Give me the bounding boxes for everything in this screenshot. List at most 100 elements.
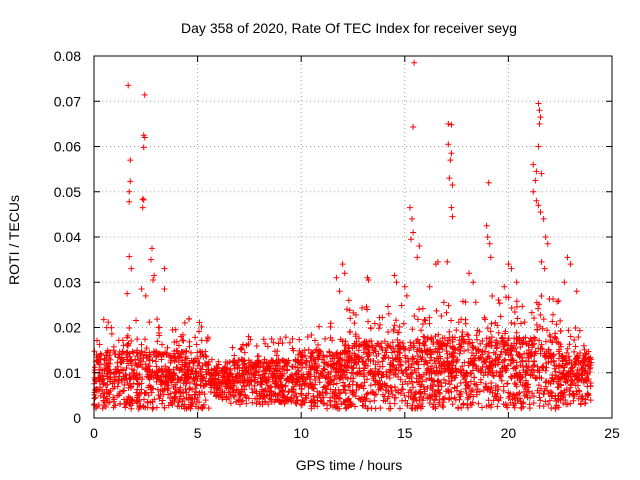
data-point [177, 393, 184, 400]
data-point [524, 389, 531, 396]
data-point [126, 375, 133, 382]
data-point [330, 389, 337, 396]
data-point [414, 352, 421, 359]
data-point [208, 384, 215, 391]
data-point [345, 353, 352, 360]
data-point [255, 368, 262, 375]
data-point [402, 359, 409, 366]
data-point [298, 359, 305, 366]
data-point [121, 387, 128, 394]
data-point [268, 393, 275, 400]
data-point [505, 389, 512, 396]
data-point-outlier [483, 222, 490, 229]
data-point [173, 338, 180, 345]
data-point [465, 346, 472, 353]
data-point [238, 346, 245, 353]
data-point [223, 369, 230, 376]
data-point-outlier [536, 120, 543, 127]
data-point [262, 340, 269, 347]
data-point [237, 401, 244, 408]
data-point [340, 399, 347, 406]
data-point-outlier [535, 100, 542, 107]
data-point [441, 362, 448, 369]
data-point [563, 349, 570, 356]
data-point [409, 353, 416, 360]
data-point [498, 348, 505, 355]
data-point [431, 390, 438, 397]
data-point [182, 353, 189, 360]
data-point [135, 405, 142, 412]
data-point [181, 319, 188, 326]
data-point [577, 401, 584, 408]
data-point [146, 363, 153, 370]
data-point [470, 393, 477, 400]
data-point [445, 386, 452, 393]
data-point [321, 366, 328, 373]
data-point [460, 400, 467, 407]
data-point [268, 357, 275, 364]
data-point-outlier [411, 59, 418, 66]
data-point [203, 353, 210, 360]
data-point [156, 395, 163, 402]
data-point [340, 374, 347, 381]
data-point [226, 395, 233, 402]
data-point [532, 375, 539, 382]
data-point [121, 375, 128, 382]
data-point [449, 345, 456, 352]
data-point [579, 372, 586, 379]
data-point [218, 367, 225, 374]
data-point-outlier [406, 204, 413, 211]
data-point [254, 395, 261, 402]
data-point [372, 405, 379, 412]
data-point [464, 404, 471, 411]
data-point [517, 344, 524, 351]
data-point [550, 296, 557, 303]
data-point [198, 323, 205, 330]
data-point [550, 311, 557, 318]
data-point [342, 362, 349, 369]
data-point-outlier [150, 276, 157, 283]
data-point [419, 321, 426, 328]
data-point-outlier [536, 107, 543, 114]
data-point [394, 352, 401, 359]
data-point [414, 316, 421, 323]
data-point [401, 392, 408, 399]
data-point [371, 320, 378, 327]
data-point [322, 335, 329, 342]
data-point [569, 390, 576, 397]
data-point-outlier [484, 234, 491, 240]
data-point [272, 377, 279, 384]
data-point-outlier [141, 134, 148, 141]
data-point [173, 347, 180, 354]
data-point [376, 325, 383, 332]
data-point [416, 381, 423, 388]
data-point [413, 359, 420, 366]
data-point [315, 341, 322, 348]
data-point [513, 303, 520, 310]
data-point [410, 360, 417, 367]
data-point [399, 381, 406, 388]
data-point [162, 368, 169, 375]
data-point [182, 380, 189, 387]
data-point [289, 379, 296, 386]
data-point [367, 324, 374, 331]
data-point [112, 373, 119, 380]
data-point [583, 377, 590, 384]
data-point [330, 364, 337, 371]
data-point [111, 350, 118, 357]
data-point [106, 361, 113, 368]
data-point [427, 385, 434, 392]
data-point [311, 373, 318, 380]
data-point [467, 360, 474, 367]
data-point [198, 376, 205, 383]
data-point [413, 348, 420, 355]
data-point [323, 390, 330, 397]
data-point [359, 359, 366, 366]
data-point [129, 348, 136, 355]
data-point [458, 316, 465, 323]
data-point [99, 405, 106, 412]
data-point [318, 370, 325, 377]
data-point [249, 399, 256, 406]
data-point [335, 358, 342, 365]
data-point [523, 363, 530, 370]
